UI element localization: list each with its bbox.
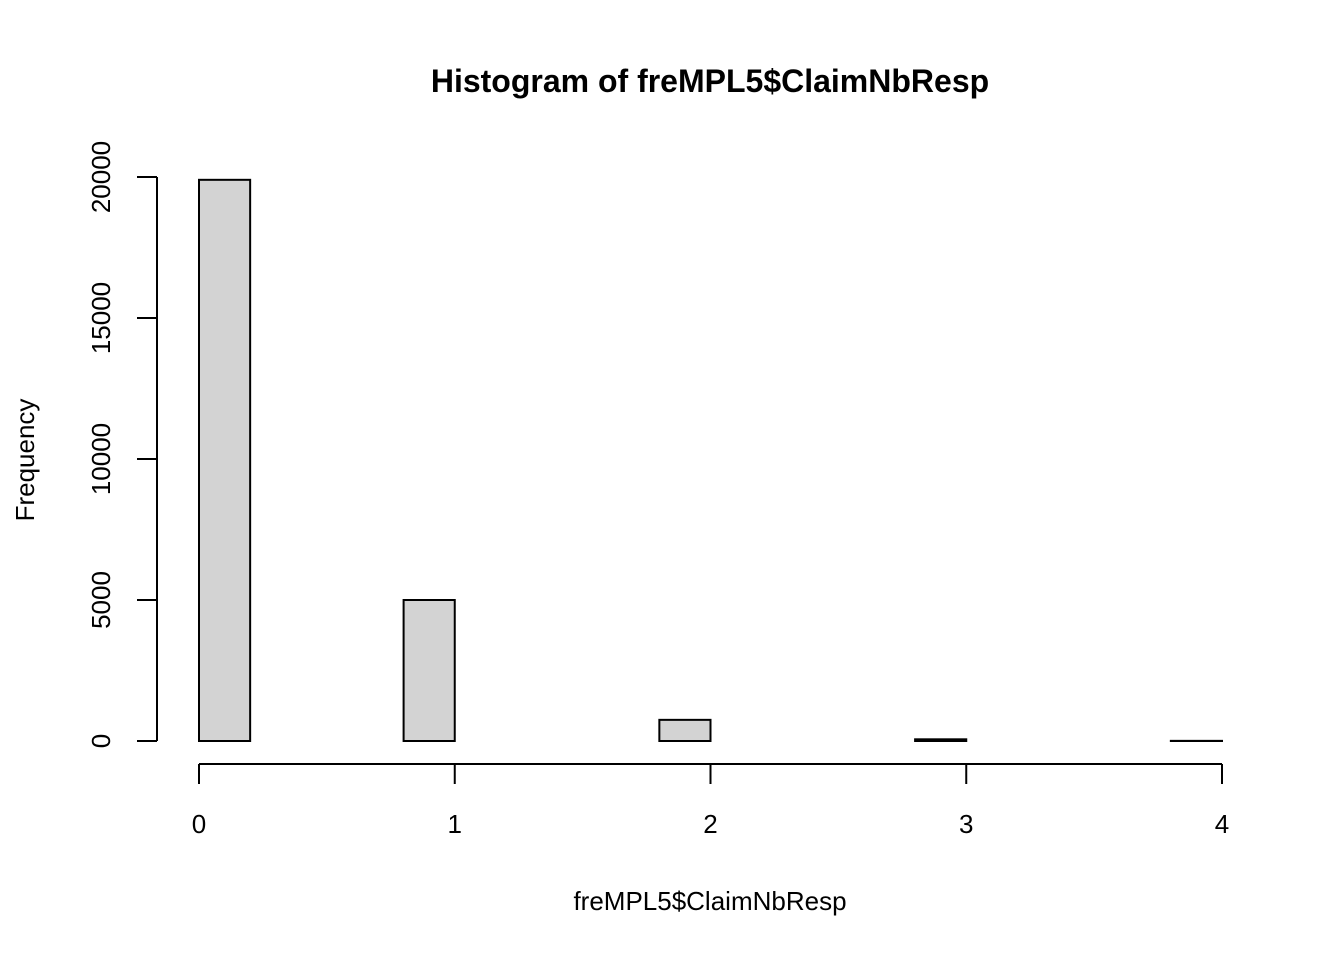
x-tick-label: 4: [1215, 809, 1229, 839]
x-tick-label: 1: [448, 809, 462, 839]
chart-title: Histogram of freMPL5$ClaimNbResp: [431, 63, 989, 99]
y-axis: 0 5000 10000 15000 20000: [86, 141, 158, 748]
histogram-bar-14: [914, 738, 968, 742]
y-tick-label: 15000: [86, 282, 116, 354]
bars-layer: [198, 178, 1223, 743]
x-tick-label: 0: [192, 809, 206, 839]
y-tick-label: 0: [86, 734, 116, 748]
y-tick-label: 5000: [86, 571, 116, 629]
y-tick-label: 20000: [86, 141, 116, 213]
histogram-bar-9: [658, 718, 712, 742]
x-tick-label: 3: [959, 809, 973, 839]
x-tick-label: 2: [703, 809, 717, 839]
x-axis-title: freMPL5$ClaimNbResp: [573, 886, 846, 916]
y-tick-label: 10000: [86, 423, 116, 495]
y-axis-title: Frequency: [10, 399, 40, 522]
histogram-bar-0: [198, 178, 252, 742]
x-axis: 0 1 2 3 4: [192, 763, 1229, 839]
histogram-bar-4: [402, 599, 456, 742]
